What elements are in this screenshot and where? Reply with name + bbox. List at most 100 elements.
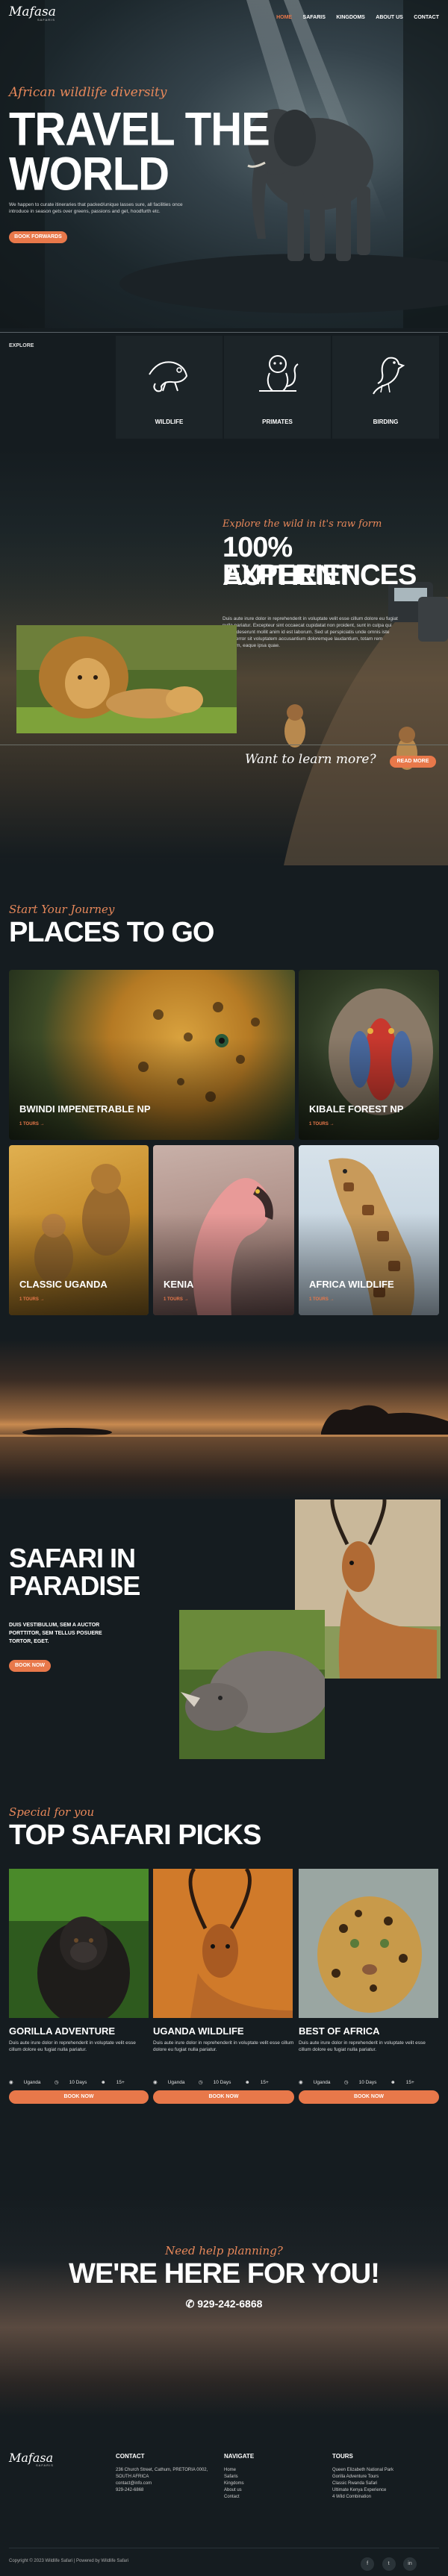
place-tile-bwindi-tours[interactable]: 1 TOURS → — [19, 1122, 45, 1126]
footer-logo-subtitle: SAFARIS — [36, 2463, 54, 2467]
place-tile-africa-wildlife-tours[interactable]: 1 TOURS → — [309, 1297, 335, 1302]
read-more-button[interactable]: READ MORE — [390, 756, 436, 768]
hero-title-line1: TRAVEL THE — [9, 103, 270, 156]
pick-best-of-africa-days: 10 Days — [358, 2080, 377, 2085]
footer-navigate-column: NAVIGATE Home Safaris Kingdoms About us … — [224, 2453, 314, 2501]
place-tile-bwindi[interactable]: BWINDI IMPENETRABLE NP 1 TOURS → — [9, 970, 295, 1140]
picks-script-heading: Special for you — [9, 1805, 95, 1819]
pick-card-gorilla[interactable]: GORILLA ADVENTURE Duis aute irure dolor … — [9, 1869, 149, 2070]
location-icon: ◉ — [153, 2080, 158, 2085]
footer-contact-column: CONTACT 236 Church Street, Cathum, PRETO… — [116, 2453, 213, 2494]
footer-logo[interactable]: Mafasa SAFARIS — [9, 2451, 54, 2467]
footer-tours-title: TOURS — [332, 2453, 353, 2460]
main-nav: HOME SAFARIS KINGDOMS ABOUT US CONTACT — [269, 9, 439, 22]
footer-tour-link[interactable]: 4 Wild Combination — [332, 2495, 372, 2499]
pick-best-of-africa-book-button[interactable]: BOOK NOW — [299, 2090, 439, 2104]
learn-more-question: Want to learn more? — [245, 752, 376, 767]
place-tile-kibale-label: KIBALE FOREST NP — [309, 1103, 404, 1115]
clock-icon: ◷ — [54, 2080, 59, 2085]
logo-text: Mafasa — [9, 4, 56, 19]
hero-book-button[interactable]: BOOK FORWARDS — [9, 231, 67, 243]
hero-background-image — [0, 0, 448, 328]
explore-divider — [0, 332, 448, 333]
explore-card-wildlife-label: WILDLIFE — [155, 419, 184, 425]
footer-tour-link[interactable]: Queen Elizabeth National Park — [332, 2468, 394, 2472]
paradise-section: SAFARI IN PARADISE DUIS VESTIBULUM, SEM … — [0, 1499, 448, 1776]
impala-image — [153, 1869, 293, 2018]
footer-contact-line: 236 Church Street, Cathum, PRETORIA 0002… — [116, 2468, 208, 2472]
footer-nav-link-kingdoms[interactable]: Kingdoms — [224, 2481, 244, 2486]
monkey-icon — [258, 355, 299, 392]
place-tile-kibale-tours[interactable]: 1 TOURS → — [309, 1122, 335, 1126]
pick-card-best-of-africa[interactable]: BEST OF AFRICA Duis aute irure dolor in … — [299, 1869, 439, 2070]
site-logo[interactable]: Mafasa SAFARIS — [9, 4, 56, 22]
footer-navigate-title: NAVIGATE — [224, 2453, 255, 2460]
chameleon-icon — [148, 361, 187, 392]
pick-best-of-africa-meta: ◉ Uganda ◷ 10 Days ☻ 15+ — [299, 2074, 425, 2087]
explore-card-primates[interactable]: PRIMATES — [224, 336, 331, 439]
tile-shade — [299, 1213, 439, 1315]
pick-gorilla-people: 15+ — [116, 2080, 125, 2085]
pick-uganda-days: 10 Days — [213, 2080, 231, 2085]
facebook-icon[interactable]: f — [361, 2557, 375, 2571]
nav-about-us[interactable]: ABOUT US — [376, 15, 403, 20]
pick-gorilla-days: 10 Days — [69, 2080, 87, 2085]
pick-uganda-book-button[interactable]: BOOK NOW — [153, 2090, 294, 2104]
twitter-icon[interactable]: t — [382, 2557, 396, 2571]
place-tile-kenia-tours[interactable]: 1 TOURS → — [164, 1297, 189, 1302]
pick-gorilla-place: Uganda — [23, 2080, 41, 2085]
pick-card-uganda[interactable]: UGANDA WILDLIFE Duis aute irure dolor in… — [153, 1869, 294, 2070]
footer-tour-link[interactable]: Classic Rwanda Safari — [332, 2481, 378, 2486]
footer-contact-email[interactable]: contact@info.com — [116, 2481, 152, 2486]
place-tile-classic-uganda-label: CLASSIC UGANDA — [19, 1279, 108, 1290]
place-tile-kenia-label: KENIA — [164, 1279, 194, 1290]
nav-home[interactable]: HOME — [276, 15, 293, 20]
place-tile-africa-wildlife-label: AFRICA WILDLIFE — [309, 1279, 394, 1290]
paradise-book-button[interactable]: BOOK NOW — [9, 1660, 51, 1672]
pick-gorilla-book-button[interactable]: BOOK NOW — [9, 2090, 149, 2104]
pick-gorilla-text: Duis aute irure dolor in reprehenderit i… — [9, 2040, 136, 2052]
location-icon: ◉ — [299, 2080, 303, 2085]
places-title: PLACES TO GO — [9, 917, 214, 948]
explore-label: EXPLORE — [9, 343, 34, 348]
footer-tour-link[interactable]: Gorilla Adventure Tours — [332, 2475, 379, 2479]
footer-tours-column: TOURS Queen Elizabeth National Park Gori… — [332, 2453, 441, 2501]
tile-shade — [9, 1213, 149, 1315]
explore-card-birding[interactable]: BIRDING — [332, 336, 439, 439]
footer-nav-link-safaris[interactable]: Safaris — [224, 2475, 238, 2479]
explore-card-wildlife[interactable]: WILDLIFE — [116, 336, 223, 439]
footer-nav-link-contact[interactable]: Contact — [224, 2495, 240, 2499]
pick-best-of-africa-title: BEST OF AFRICA — [299, 2025, 380, 2037]
nav-safaris[interactable]: SAFARIS — [302, 15, 326, 20]
place-tile-classic-uganda-tours[interactable]: 1 TOURS → — [19, 1297, 45, 1302]
contact-band-phone-row[interactable]: ✆ 929-242-6868 — [0, 2298, 448, 2310]
linkedin-icon[interactable]: in — [403, 2557, 417, 2571]
place-tile-kenia[interactable]: KENIA 1 TOURS → — [153, 1145, 294, 1315]
footer-tour-link[interactable]: Ultimate Kenya Experience — [332, 2488, 387, 2492]
footer-nav-link-home[interactable]: Home — [224, 2468, 237, 2472]
people-icon: ☻ — [100, 2080, 106, 2085]
picks-title: TOP SAFARI PICKS — [9, 1820, 261, 1851]
clock-icon: ◷ — [198, 2080, 203, 2085]
hero-description: We happen to curate itineraries that pac… — [9, 202, 183, 214]
place-tile-classic-uganda[interactable]: CLASSIC UGANDA 1 TOURS → — [9, 1145, 149, 1315]
place-tile-kibale[interactable]: KIBALE FOREST NP 1 TOURS → — [299, 970, 439, 1140]
rhino-image — [179, 1610, 325, 1759]
nav-kingdoms[interactable]: KINGDOMS — [336, 15, 365, 20]
paradise-description: DUIS VESTIBULUM, SEM A AUCTOR PORTTITOR,… — [9, 1623, 102, 1644]
footer-section: Mafasa SAFARIS CONTACT 236 Church Street… — [0, 2417, 448, 2576]
authentic-script-heading: Explore the wild in it's raw form — [223, 518, 382, 530]
footer-contact-phone[interactable]: 929-242-6868 — [116, 2488, 144, 2492]
pick-gorilla-title: GORILLA ADVENTURE — [9, 2025, 116, 2037]
place-tile-africa-wildlife[interactable]: AFRICA WILDLIFE 1 TOURS → — [299, 1145, 439, 1315]
tile-shade — [9, 1038, 295, 1140]
picks-section: Special for you TOP SAFARI PICKS GORILLA… — [0, 1776, 448, 2193]
lion-image — [16, 625, 237, 733]
gorilla-image — [9, 1869, 149, 2018]
pick-uganda-text: Duis aute irure dolor in reprehenderit i… — [153, 2040, 294, 2052]
clock-icon: ◷ — [343, 2080, 349, 2085]
authentic-title-line2: EXPERIENCES — [223, 560, 417, 591]
elephant-illustration — [248, 109, 373, 261]
nav-contact[interactable]: CONTACT — [414, 15, 439, 20]
footer-nav-link-about[interactable]: About us — [224, 2488, 242, 2492]
